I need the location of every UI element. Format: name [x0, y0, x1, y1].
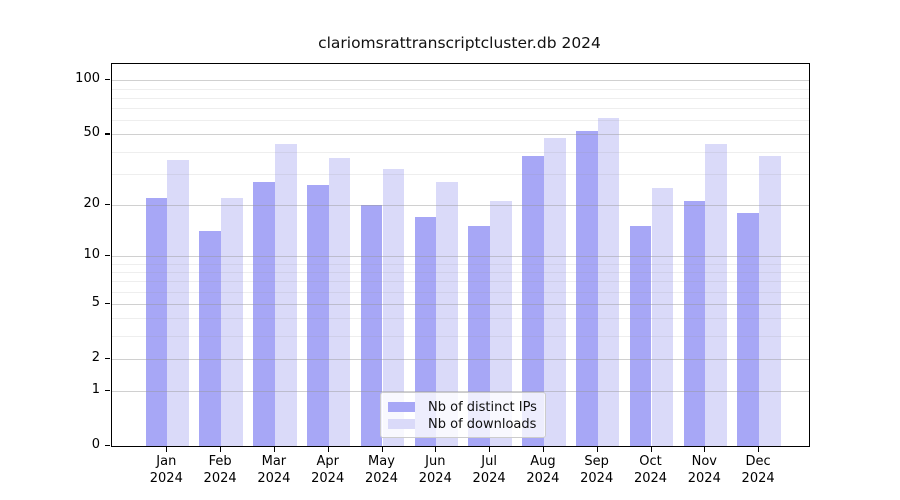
x-axis-label-aug: Aug 2024 — [526, 454, 560, 486]
bar-mar-downloads — [274, 144, 297, 446]
y-axis-tick-2 — [105, 357, 110, 360]
bar-jan-distinct-ips — [145, 197, 168, 446]
y-axis-tick-20 — [105, 203, 110, 205]
bar-oct-downloads — [651, 187, 674, 446]
y-axis-label-10: 10 — [83, 246, 100, 262]
y-axis-label-50: 50 — [83, 125, 100, 141]
y-axis-label-20: 20 — [83, 195, 100, 211]
x-axis-label-mar: Mar 2024 — [257, 454, 291, 486]
x-axis-label-apr: Apr 2024 — [311, 454, 345, 486]
y-axis-tick-0 — [105, 445, 110, 447]
legend-swatch-downloads — [388, 419, 415, 429]
bar-jan-downloads — [167, 159, 190, 446]
y-axis-tick-5 — [105, 303, 110, 305]
bar-nov-distinct-ips — [683, 201, 706, 446]
bar-may-downloads — [382, 168, 405, 446]
legend-label-downloads: Nb of downloads — [428, 416, 537, 432]
legend: Nb of distinct IPs Nb of downloads — [380, 392, 546, 438]
bar-aug-downloads — [543, 137, 566, 446]
x-axis-tick-dec — [758, 447, 760, 452]
y-axis-tick-10 — [105, 254, 110, 257]
x-axis-tick-aug — [542, 447, 545, 452]
x-axis-tick-sep — [596, 447, 598, 452]
y-axis-label-1: 1 — [91, 382, 100, 398]
y-axis-label-2: 2 — [91, 349, 100, 365]
bar-nov-downloads — [705, 144, 728, 446]
bar-apr-downloads — [328, 157, 351, 446]
x-axis-label-dec: Dec 2024 — [741, 454, 775, 486]
plot-area: Nb of distinct IPs Nb of downloads — [111, 63, 810, 447]
y-axis-label-100: 100 — [75, 71, 100, 87]
bar-oct-distinct-ips — [629, 226, 652, 446]
x-axis-tick-mar — [273, 447, 276, 452]
gridline-90 — [112, 88, 809, 90]
x-axis-tick-feb — [220, 447, 222, 452]
bar-aug-distinct-ips — [522, 155, 544, 446]
bar-apr-distinct-ips — [306, 184, 329, 446]
x-axis-tick-oct — [650, 447, 652, 452]
bar-jun-distinct-ips — [414, 216, 437, 446]
x-axis-label-jun: Jun 2024 — [418, 454, 452, 486]
bar-dec-distinct-ips — [737, 212, 760, 446]
gridline-70 — [112, 108, 809, 110]
bar-may-distinct-ips — [360, 204, 383, 446]
gridline-100 — [112, 80, 809, 82]
x-axis-tick-jan — [166, 447, 168, 452]
x-axis-label-oct: Oct 2024 — [633, 454, 668, 486]
x-axis-tick-apr — [327, 447, 329, 452]
x-axis-label-jul: Jul 2024 — [472, 454, 506, 486]
x-axis-tick-may — [381, 447, 383, 452]
bar-dec-downloads — [759, 155, 781, 446]
x-axis-label-nov: Nov 2024 — [687, 454, 721, 486]
x-axis-tick-nov — [704, 447, 706, 452]
bar-feb-downloads — [221, 197, 243, 446]
bar-feb-distinct-ips — [199, 231, 222, 446]
x-axis-tick-jul — [489, 447, 491, 452]
chart-title: clariomsrattranscriptcluster.db 2024 — [318, 34, 601, 52]
y-axis-label-5: 5 — [91, 295, 100, 310]
gridline-80 — [112, 97, 809, 99]
legend-row-downloads: Nb of downloads — [388, 416, 537, 432]
bar-jul-distinct-ips — [468, 226, 491, 446]
x-axis-label-jan: Jan 2024 — [149, 454, 183, 486]
gridline-50 — [112, 134, 809, 136]
bar-jul-downloads — [490, 201, 512, 446]
x-axis-label-may: May 2024 — [364, 454, 399, 486]
legend-swatch-distinct-ips — [388, 402, 415, 412]
bar-mar-distinct-ips — [253, 181, 275, 446]
x-axis-label-feb: Feb 2024 — [203, 454, 237, 486]
bar-jun-downloads — [436, 181, 459, 446]
legend-row-distinct-ips: Nb of distinct IPs — [388, 399, 537, 415]
bar-sep-distinct-ips — [575, 131, 598, 446]
y-axis-tick-50 — [105, 133, 110, 135]
legend-label-distinct-ips: Nb of distinct IPs — [428, 399, 537, 415]
y-axis-tick-1 — [105, 390, 110, 392]
x-axis-label-sep: Sep 2024 — [580, 454, 614, 486]
x-axis-tick-jun — [435, 447, 437, 452]
y-axis-label-0: 0 — [91, 437, 100, 452]
y-axis-tick-100 — [105, 79, 110, 81]
gridline-60 — [112, 120, 809, 122]
bar-sep-downloads — [597, 117, 620, 446]
